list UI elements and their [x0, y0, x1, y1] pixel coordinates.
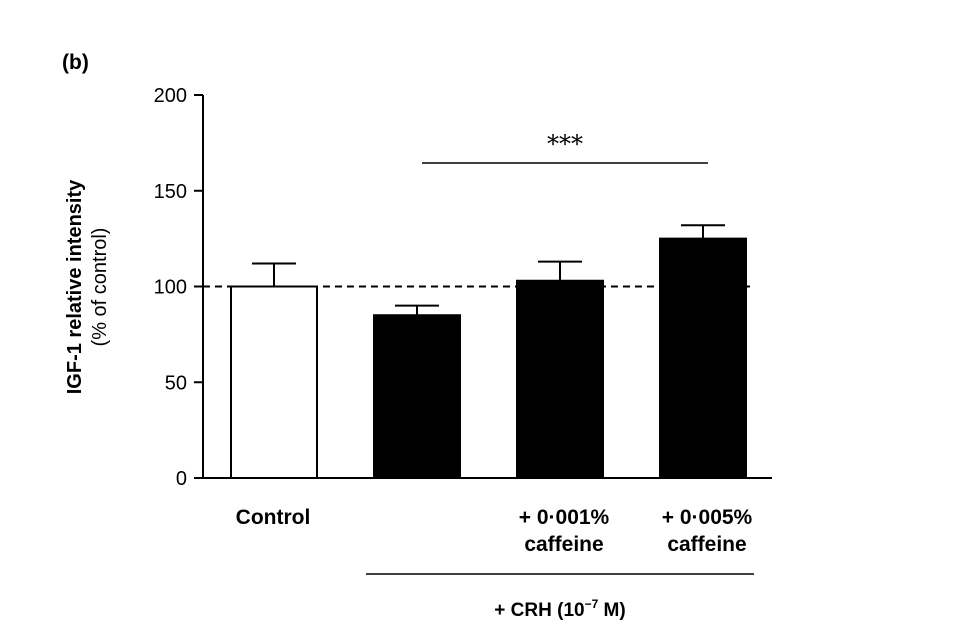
group-bracket-label-exponent: −7: [585, 597, 599, 611]
x-tick-label: + 0·001%: [519, 506, 610, 529]
bar: [230, 285, 318, 479]
x-tick-label: + 0·005%: [662, 506, 753, 529]
x-tick-label: Control: [236, 506, 311, 529]
x-tick-label-line2: caffeine: [667, 533, 746, 556]
y-tick-label: 150: [154, 181, 187, 203]
bar: [373, 314, 461, 479]
y-tick-label: 100: [154, 277, 187, 299]
group-bracket-label-prefix: + CRH (10: [494, 600, 584, 621]
y-axis-label-line2: (% of control): [89, 228, 111, 347]
significance-label: ***: [547, 130, 583, 158]
y-tick-label: 0: [176, 468, 187, 490]
group-bracket-label: + CRH (10−7 M): [494, 597, 625, 621]
group-bracket-label-suffix: M): [598, 600, 625, 621]
group-bracket: + CRH (10−7 M): [366, 573, 754, 621]
bar: [516, 279, 604, 479]
y-axis-label-line1: IGF-1 relative intensity: [64, 179, 86, 394]
panel-label: (b): [62, 51, 89, 74]
error-bars-group: [252, 224, 725, 316]
significance-group: ***: [422, 130, 708, 164]
x-tick-labels-group: Control + 0·001% caffeine + 0·005% caffeine: [236, 506, 753, 556]
y-tick-label: 200: [154, 85, 187, 107]
x-tick-label-line2: caffeine: [524, 533, 603, 556]
y-tick-label: 50: [165, 372, 187, 394]
bars-group: [230, 237, 747, 479]
bar: [659, 237, 747, 479]
